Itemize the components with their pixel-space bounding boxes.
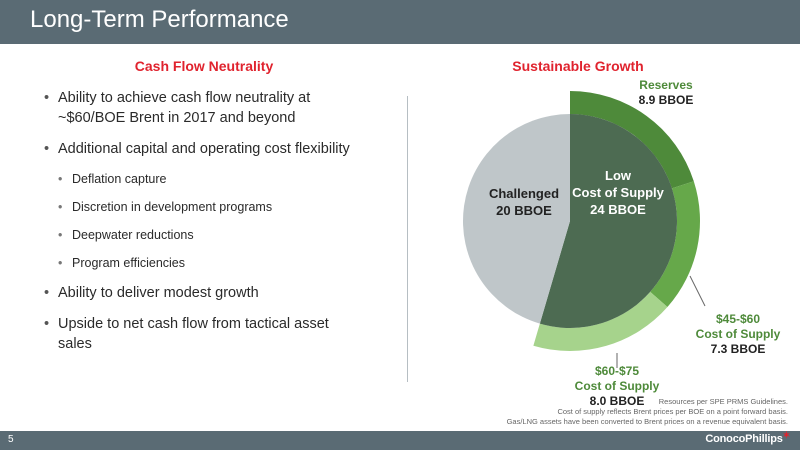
footnotes: Resources per SPE PRMS Guidelines. Cost … — [468, 397, 788, 427]
leader-line-mid — [689, 275, 706, 307]
bullet-item: Upside to net cash flow from tactical as… — [44, 314, 364, 354]
pie-slice-challenged — [463, 114, 570, 324]
challenged-value: 20 BBOE — [496, 203, 552, 218]
mid-cost-value: 7.3 BBOE — [710, 342, 766, 356]
high-cost-name: Cost of Supply — [574, 379, 660, 393]
footer-bar: 5 ConocoPhillips✶ — [0, 430, 800, 450]
mid-cost-name: Cost of Supply — [695, 327, 781, 341]
sub-bullet-item: Deflation capture — [58, 171, 364, 187]
footnote-line: Resources per SPE PRMS Guidelines. — [658, 397, 788, 406]
footnote-line: Gas/LNG assets have been converted to Br… — [506, 417, 788, 426]
right-section-heading: Sustainable Growth — [512, 58, 644, 74]
logo-text: ConocoPhillips — [705, 433, 783, 445]
challenged-name: Challenged — [488, 186, 560, 201]
low-cost-name-1: Low — [605, 168, 631, 183]
sub-bullet-item: Program efficiencies — [58, 255, 364, 271]
company-logo: ConocoPhillips✶ — [705, 430, 791, 445]
reserves-name: Reserves — [639, 78, 693, 92]
title-bar: Long-Term Performance — [0, 0, 800, 44]
high-cost-price: $60-$75 — [594, 364, 640, 378]
page-title: Long-Term Performance — [30, 6, 289, 33]
bullet-text: Additional capital and operating cost fl… — [58, 141, 350, 157]
low-cost-label: Low Cost of Supply 24 BBOE — [568, 167, 668, 218]
ring-segment-reserves — [570, 91, 694, 189]
outer-ring — [533, 91, 700, 351]
pie-slice-low-cost — [539, 114, 678, 329]
low-cost-value: 24 BBOE — [590, 202, 646, 217]
logo-mark-icon: ✶ — [782, 430, 791, 440]
footnote-line: Cost of supply reflects Brent prices per… — [557, 407, 788, 416]
mid-cost-price: $45-$60 — [715, 312, 761, 326]
high-cost-label: $60-$75 Cost of Supply 8.0 BBOE — [567, 364, 667, 409]
bullet-item: Ability to achieve cash flow neutrality … — [44, 88, 364, 128]
inner-pie — [463, 114, 678, 329]
bullet-list: Ability to achieve cash flow neutrality … — [44, 88, 364, 365]
high-cost-value: 8.0 BBOE — [589, 394, 645, 408]
bullet-item: Ability to deliver modest growth — [44, 283, 364, 303]
reserves-label: Reserves 8.9 BBOE — [626, 78, 706, 108]
sub-bullet-item: Deepwater reductions — [58, 227, 364, 243]
mid-cost-label: $45-$60 Cost of Supply 7.3 BBOE — [683, 312, 793, 357]
ring-segment-high-cost — [533, 291, 668, 351]
column-divider — [407, 96, 408, 382]
page-number: 5 — [8, 434, 14, 445]
bullet-item: Additional capital and operating cost fl… — [44, 139, 364, 271]
low-cost-name-2: Cost of Supply — [572, 185, 664, 200]
reserves-value: 8.9 BBOE — [638, 93, 694, 107]
sub-bullet-item: Discretion in development programs — [58, 199, 364, 215]
left-section-heading: Cash Flow Neutrality — [134, 58, 274, 74]
ring-segment-mid-cost — [650, 181, 700, 308]
challenged-label: Challenged 20 BBOE — [484, 185, 564, 219]
sub-bullet-list: Deflation capture Discretion in developm… — [58, 171, 364, 271]
